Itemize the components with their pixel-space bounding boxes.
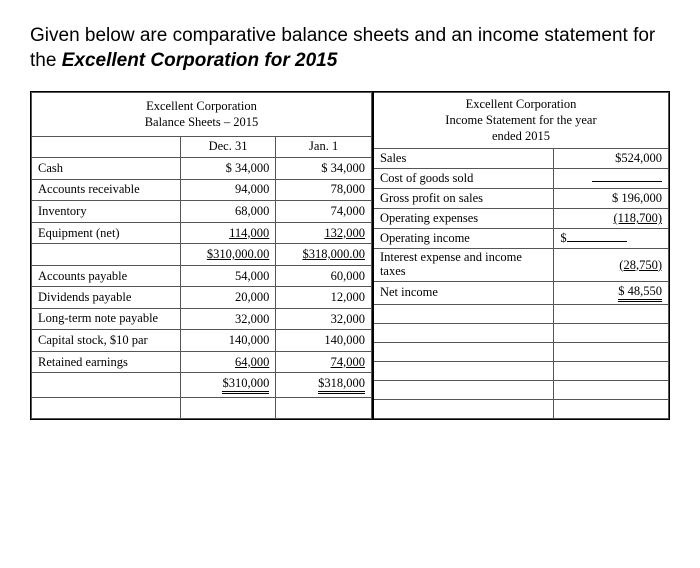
bs-dp-j: 12,000 (276, 287, 372, 309)
table-row: Inventory 68,000 74,000 (32, 201, 372, 223)
bs-cash-j: $ 34,000 (276, 158, 372, 180)
table-row: Retained earnings 64,000 74,000 (32, 351, 372, 373)
table-row: Dividends payable 20,000 12,000 (32, 287, 372, 309)
table-row: $310,000 $318,000 (32, 373, 372, 398)
bs-tle-label (32, 373, 181, 398)
table-row (373, 380, 669, 399)
table-row: Cost of goods sold (373, 169, 669, 189)
table-row: Operating expenses (118,700) (373, 209, 669, 229)
table-row (32, 398, 372, 419)
table-row: Net income $ 48,550 (373, 281, 669, 304)
table-row (373, 399, 669, 418)
is-opex-label: Operating expenses (373, 209, 554, 229)
bs-ta-label (32, 244, 181, 266)
bs-tle-d: $310,000 (180, 373, 276, 398)
is-gp-v: $ 196,000 (554, 189, 669, 209)
table-row (373, 323, 669, 342)
bs-re-label: Retained earnings (32, 351, 181, 373)
bs-col-jan: Jan. 1 (276, 136, 372, 158)
table-row: Gross profit on sales $ 196,000 (373, 189, 669, 209)
is-opex-v: (118,700) (554, 209, 669, 229)
table-row: Sales $524,000 (373, 149, 669, 169)
bs-re-d: 64,000 (180, 351, 276, 373)
table-row: Capital stock, $10 par 140,000 140,000 (32, 330, 372, 352)
bs-blank (32, 136, 181, 158)
bs-dp-label: Dividends payable (32, 287, 181, 309)
is-intax-label: Interest expense and income taxes (373, 249, 554, 282)
table-row: Accounts receivable 94,000 78,000 (32, 179, 372, 201)
table-row: Long-term note payable 32,000 32,000 (32, 308, 372, 330)
bs-equip-j: 132,000 (276, 222, 372, 244)
bs-ltn-label: Long-term note payable (32, 308, 181, 330)
bs-ap-label: Accounts payable (32, 265, 181, 287)
intro-bold: Excellent Corporation for 2015 (62, 50, 338, 71)
bs-dp-d: 20,000 (180, 287, 276, 309)
bs-cs-label: Capital stock, $10 par (32, 330, 181, 352)
is-title-3: ended 2015 (492, 129, 550, 143)
bs-cs-d: 140,000 (180, 330, 276, 352)
bs-re-j: 74,000 (276, 351, 372, 373)
bs-ar-label: Accounts receivable (32, 179, 181, 201)
bs-equip-label: Equipment (net) (32, 222, 181, 244)
bs-cash-d: $ 34,000 (180, 158, 276, 180)
table-row: $310,000.00 $318,000.00 (32, 244, 372, 266)
table-row: Equipment (net) 114,000 132,000 (32, 222, 372, 244)
bs-cs-j: 140,000 (276, 330, 372, 352)
bs-ar-d: 94,000 (180, 179, 276, 201)
bs-cash-label: Cash (32, 158, 181, 180)
is-gp-label: Gross profit on sales (373, 189, 554, 209)
is-sales-label: Sales (373, 149, 554, 169)
is-title-2: Income Statement for the year (445, 113, 596, 127)
bs-tle-j: $318,000 (276, 373, 372, 398)
table-row: Interest expense and income taxes (28,75… (373, 249, 669, 282)
bs-ap-j: 60,000 (276, 265, 372, 287)
tables-container: Excellent Corporation Balance Sheets – 2… (30, 91, 670, 419)
table-row: Accounts payable 54,000 60,000 (32, 265, 372, 287)
table-row: Operating income $ (373, 229, 669, 249)
bs-inv-d: 68,000 (180, 201, 276, 223)
bs-title-2: Balance Sheets – 2015 (145, 115, 259, 129)
is-cogs-v (554, 169, 669, 189)
is-cogs-label: Cost of goods sold (373, 169, 554, 189)
is-opinc-v: $ (554, 229, 669, 249)
is-sales-v: $524,000 (554, 149, 669, 169)
bs-inv-label: Inventory (32, 201, 181, 223)
table-row: Cash $ 34,000 $ 34,000 (32, 158, 372, 180)
bs-title-1: Excellent Corporation (146, 99, 257, 113)
bs-ta-j: $318,000.00 (276, 244, 372, 266)
bs-title: Excellent Corporation Balance Sheets – 2… (32, 93, 372, 136)
bs-ltn-j: 32,000 (276, 308, 372, 330)
bs-ar-j: 78,000 (276, 179, 372, 201)
bs-inv-j: 74,000 (276, 201, 372, 223)
balance-sheet-table: Excellent Corporation Balance Sheets – 2… (31, 92, 372, 418)
is-title: Excellent Corporation Income Statement f… (373, 93, 669, 149)
income-statement-table: Excellent Corporation Income Statement f… (372, 92, 669, 418)
is-opinc-label: Operating income (373, 229, 554, 249)
table-row (373, 304, 669, 323)
is-intax-v: (28,750) (554, 249, 669, 282)
bs-col-dec: Dec. 31 (180, 136, 276, 158)
is-ni-v: $ 48,550 (554, 281, 669, 304)
bs-ta-d: $310,000.00 (180, 244, 276, 266)
bs-ltn-d: 32,000 (180, 308, 276, 330)
table-row (373, 342, 669, 361)
bs-equip-d: 114,000 (180, 222, 276, 244)
is-title-1: Excellent Corporation (466, 97, 577, 111)
is-ni-label: Net income (373, 281, 554, 304)
intro-text: Given below are comparative balance shee… (30, 24, 670, 73)
bs-ap-d: 54,000 (180, 265, 276, 287)
table-row (373, 361, 669, 380)
